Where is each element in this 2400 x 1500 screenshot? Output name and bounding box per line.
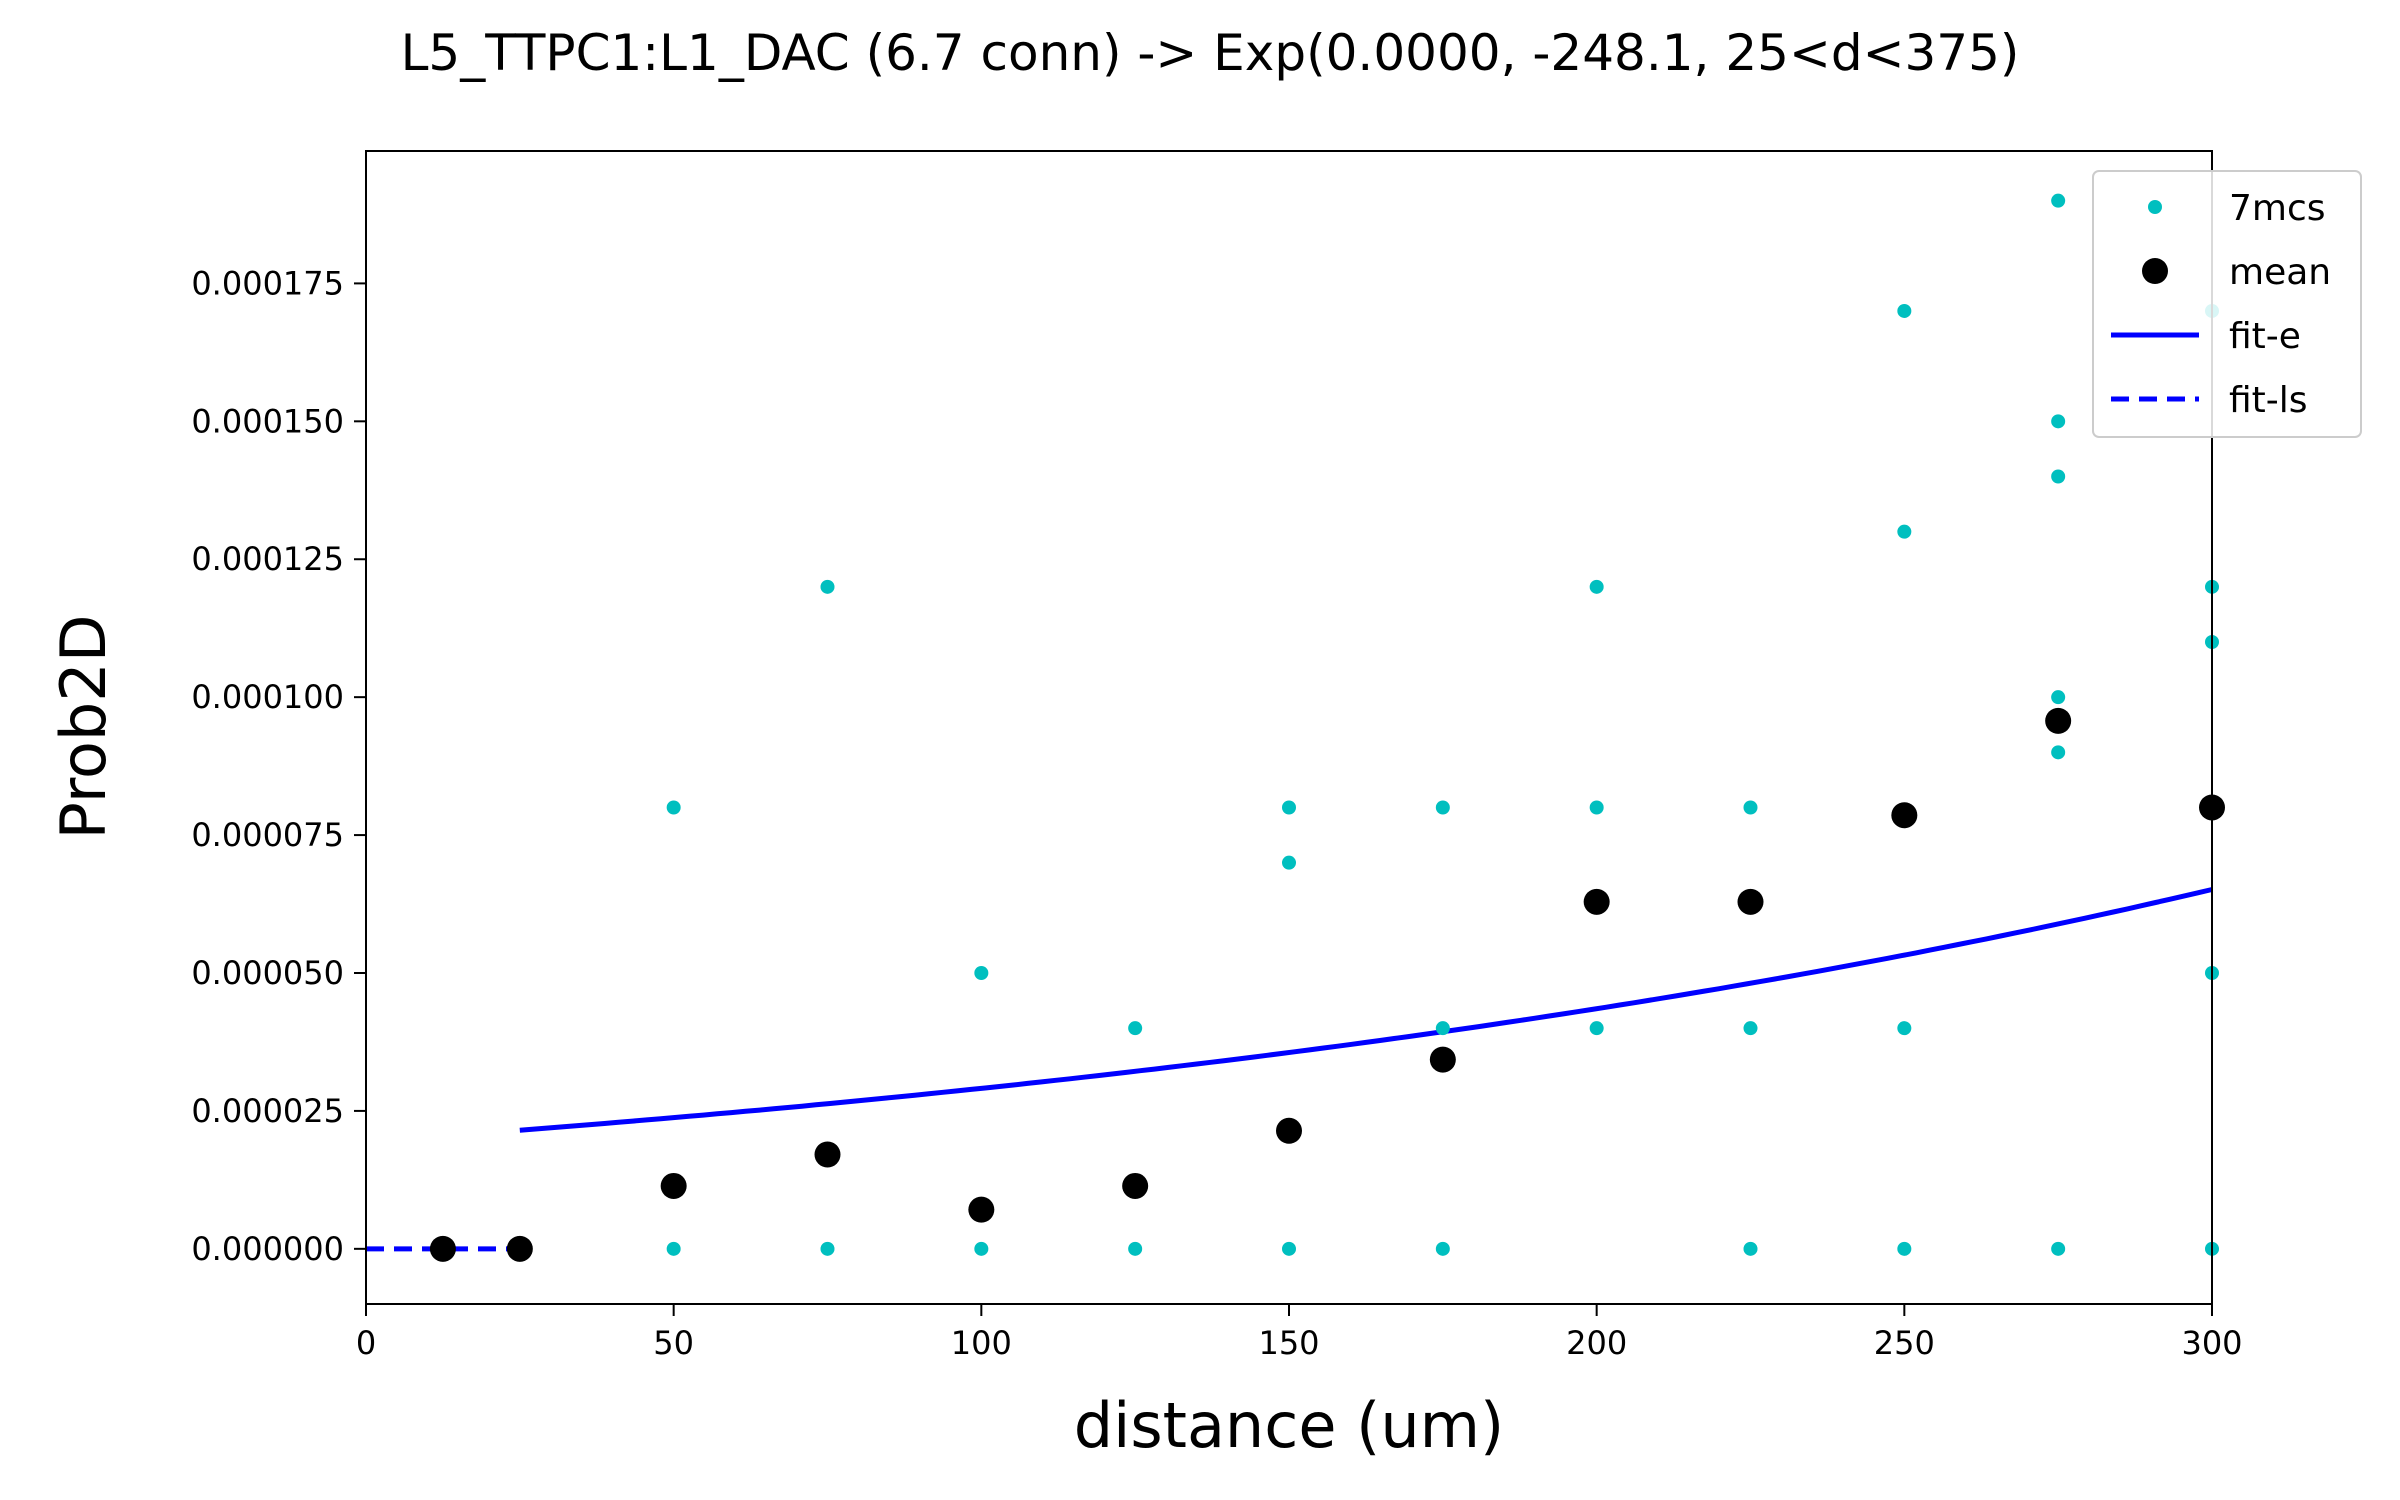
sample-point bbox=[1897, 1021, 1912, 1036]
y-tick-label: 0.000025 bbox=[191, 1092, 344, 1130]
plot-area bbox=[366, 193, 2225, 1262]
legend-marker bbox=[2142, 258, 2168, 284]
legend-label: fit-ls bbox=[2229, 380, 2308, 421]
sample-point bbox=[666, 800, 681, 815]
sample-point bbox=[974, 1241, 989, 1256]
sample-point bbox=[1743, 1241, 1758, 1256]
sample-point bbox=[974, 965, 989, 980]
chart-title: L5_TTPC1:L1_DAC (6.7 conn) -> Exp(0.0000… bbox=[401, 24, 2020, 82]
sample-point bbox=[1282, 1241, 1296, 1256]
sample-point bbox=[1897, 303, 1912, 318]
mean-point bbox=[1429, 1046, 1456, 1073]
sample-point bbox=[1897, 1241, 1912, 1256]
legend: 7mcs mean fit-e fit-ls bbox=[2092, 170, 2362, 438]
sample-point bbox=[1589, 800, 1604, 815]
sample-point bbox=[1282, 800, 1296, 815]
sample-point bbox=[2051, 193, 2066, 208]
y-axis: 0.000000 0.000025 0.000050 0.000075 0.000100… bbox=[191, 264, 366, 1268]
sample-point bbox=[1435, 1021, 1450, 1036]
sample-point bbox=[1435, 800, 1450, 815]
sample-point bbox=[1128, 1021, 1143, 1036]
y-tick-label: 0.000050 bbox=[191, 954, 344, 992]
mean-point bbox=[1276, 1117, 1302, 1144]
y-tick-label: 0.000075 bbox=[191, 816, 344, 854]
sample-point bbox=[1128, 1241, 1143, 1256]
x-tick-label: 50 bbox=[653, 1324, 694, 1362]
sample-point bbox=[1435, 1241, 1450, 1256]
sample-point bbox=[2051, 1241, 2066, 1256]
mean-point bbox=[429, 1235, 456, 1262]
sample-point bbox=[2051, 745, 2066, 760]
y-tick-label: 0.000150 bbox=[191, 402, 344, 440]
x-tick-label: 150 bbox=[1258, 1324, 1319, 1362]
sample-point bbox=[1743, 800, 1758, 815]
legend-marker bbox=[2148, 200, 2162, 214]
x-tick-label: 250 bbox=[1874, 1324, 1935, 1362]
sample-point bbox=[1589, 1021, 1604, 1036]
legend-label: fit-e bbox=[2229, 316, 2301, 357]
mean-point bbox=[1583, 888, 1610, 915]
sample-point bbox=[820, 579, 835, 594]
sample-point bbox=[1743, 1021, 1758, 1036]
sample-point bbox=[2051, 469, 2066, 484]
y-axis-label: Prob2D bbox=[47, 615, 120, 840]
mean-point bbox=[968, 1196, 995, 1223]
legend-label: mean bbox=[2229, 252, 2331, 293]
mean-point bbox=[1122, 1172, 1149, 1199]
mean-point bbox=[506, 1235, 533, 1262]
legend-label: 7mcs bbox=[2229, 188, 2326, 229]
sample-point bbox=[1282, 855, 1296, 870]
x-tick-label: 100 bbox=[951, 1324, 1012, 1362]
x-tick-label: 200 bbox=[1566, 1324, 1627, 1362]
sample-point bbox=[2051, 414, 2066, 429]
sample-point bbox=[820, 1241, 835, 1256]
sample-point bbox=[1897, 524, 1912, 539]
y-tick-label: 0.000125 bbox=[191, 540, 344, 578]
y-tick-label: 0.000175 bbox=[191, 264, 344, 302]
sample-point bbox=[2051, 690, 2066, 705]
mean-point bbox=[2045, 707, 2072, 734]
y-tick-label: 0.000100 bbox=[191, 678, 344, 716]
fit-e-line bbox=[519, 887, 2213, 1133]
x-axis-label: distance (um) bbox=[1074, 1389, 1505, 1462]
mean-point bbox=[814, 1141, 841, 1168]
sample-point bbox=[1589, 579, 1604, 594]
legend-box bbox=[2092, 170, 2362, 438]
sample-point bbox=[666, 1241, 681, 1256]
x-tick-label: 0 bbox=[356, 1324, 376, 1362]
mean-point bbox=[1891, 802, 1918, 829]
mean-point bbox=[1737, 888, 1764, 915]
mean-point bbox=[660, 1172, 687, 1199]
x-tick-label: 300 bbox=[2181, 1324, 2242, 1362]
x-axis: 0 50 100 150 200 250 300 bbox=[356, 1304, 2243, 1362]
y-tick-label: 0.000000 bbox=[191, 1230, 344, 1268]
